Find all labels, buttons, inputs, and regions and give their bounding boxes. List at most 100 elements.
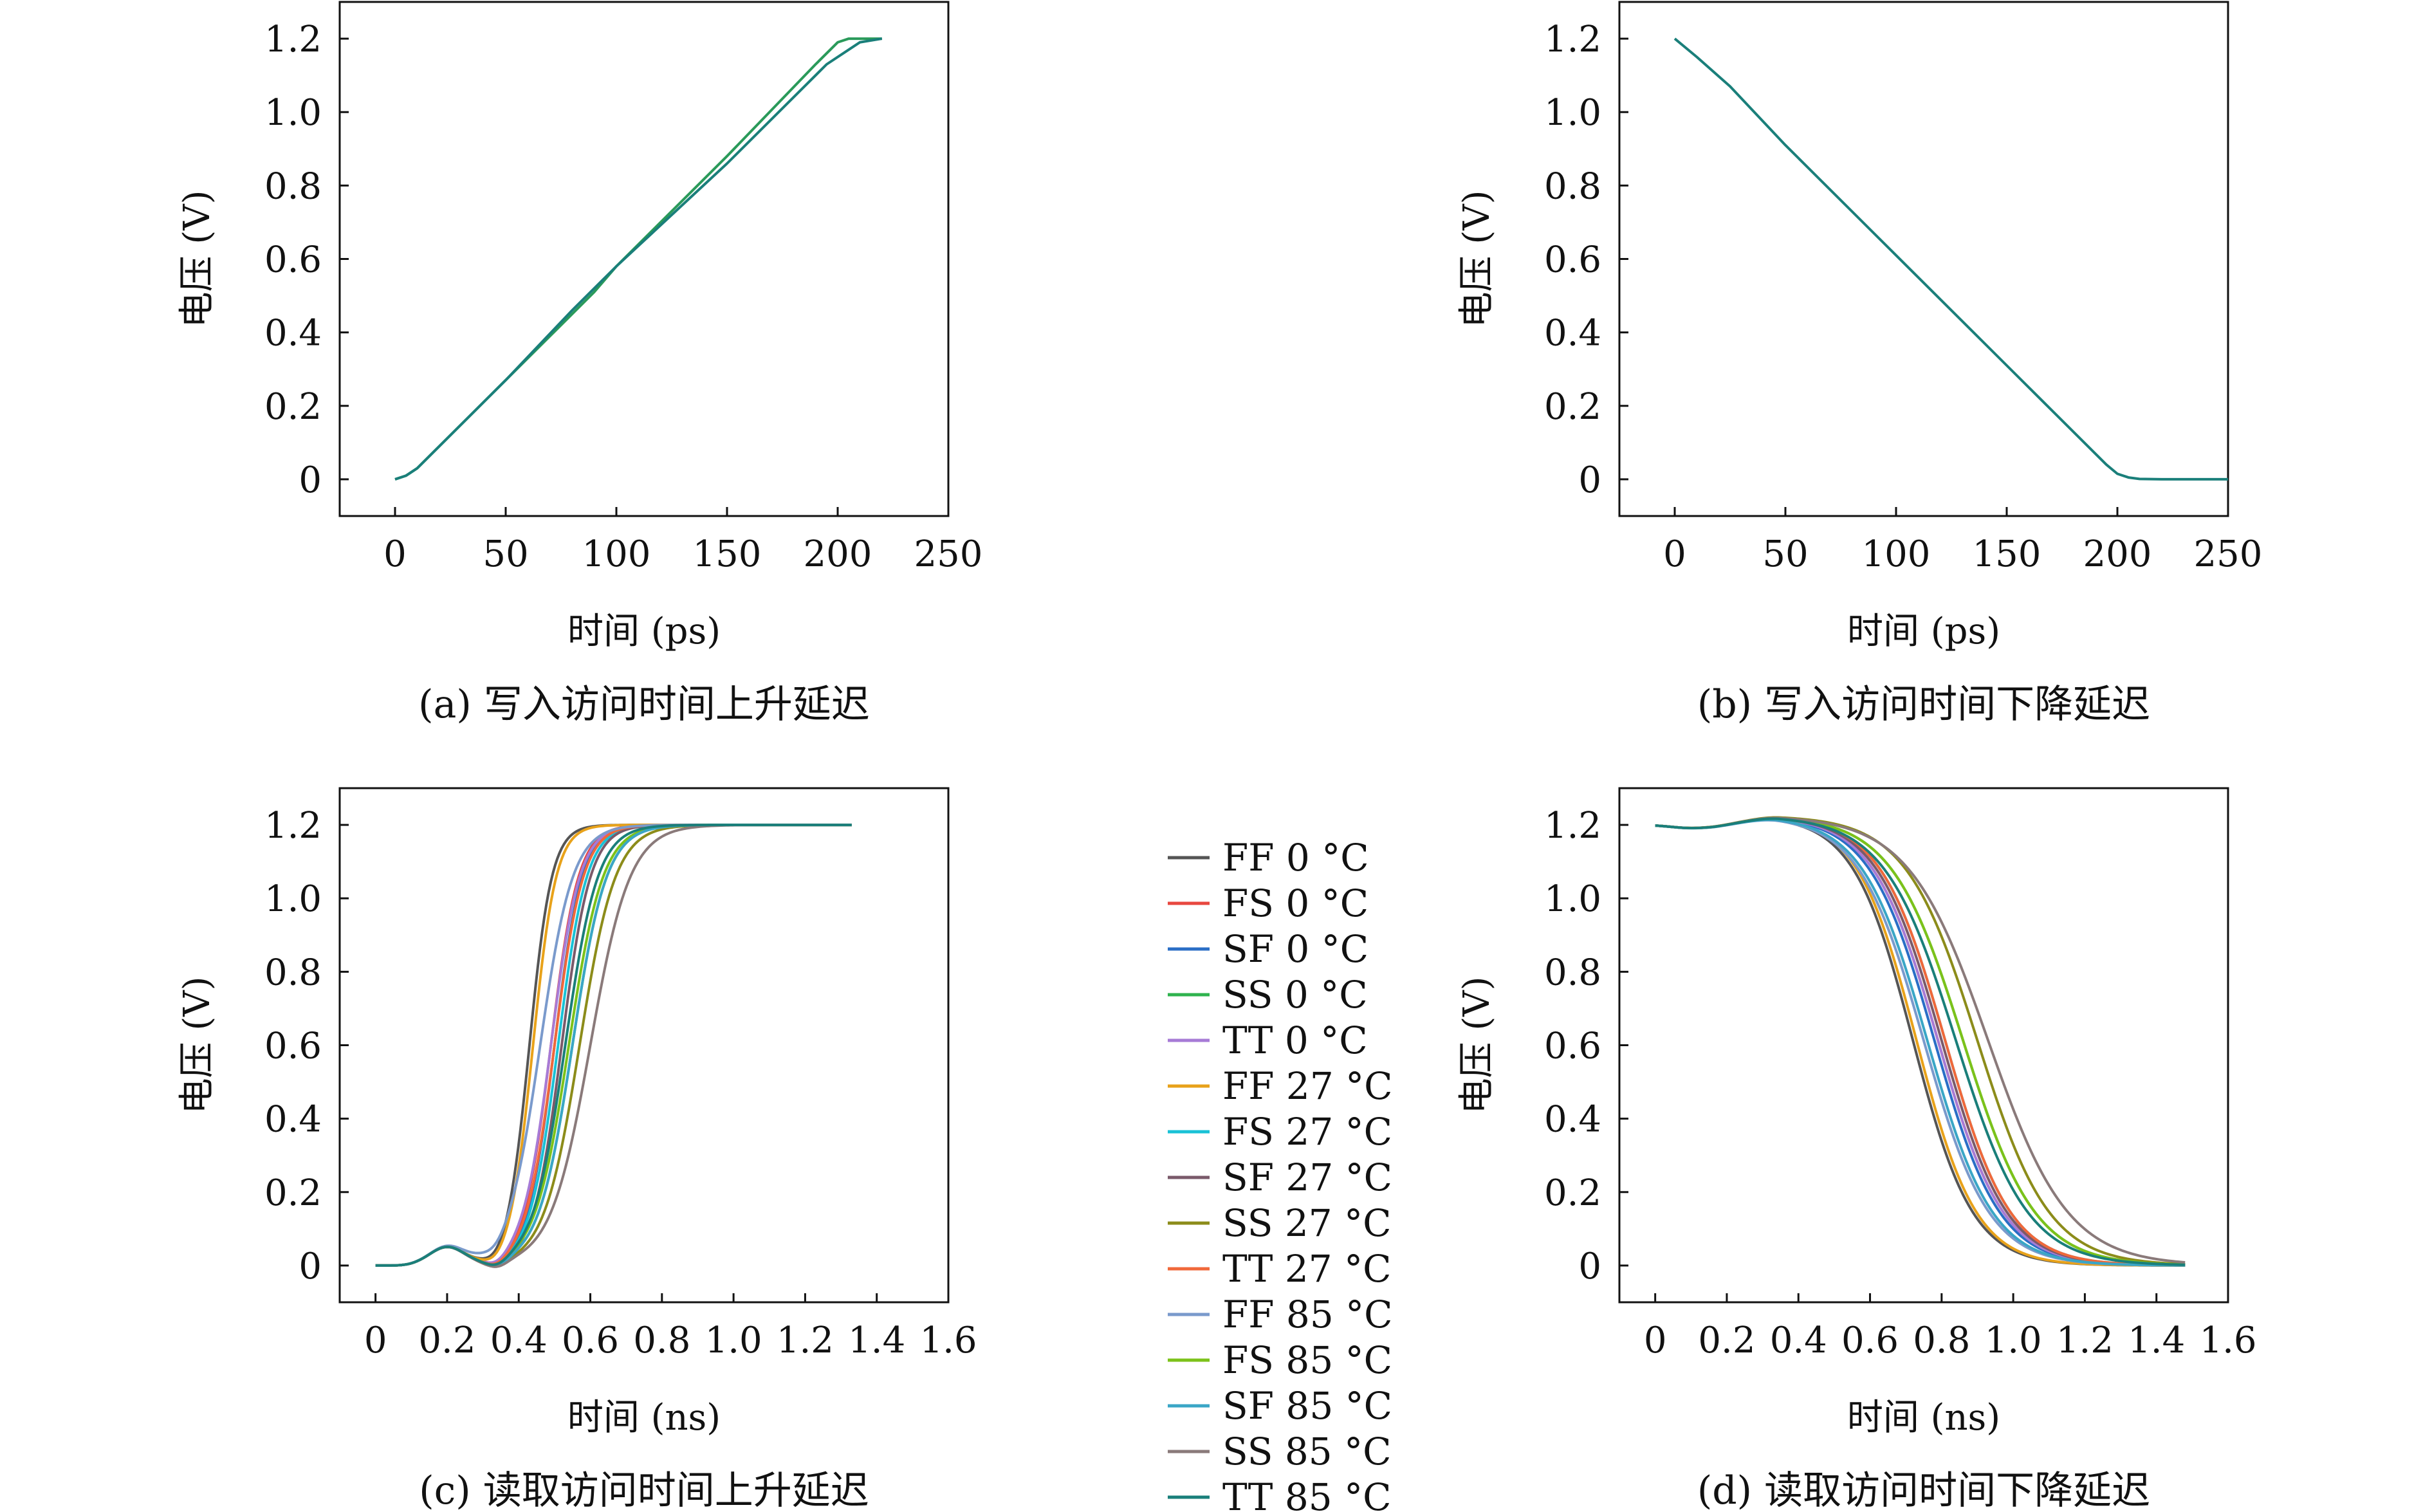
legend-label: SS 85 °C <box>1222 1430 1392 1473</box>
series-line <box>375 824 852 1267</box>
x-tick-label: 50 <box>483 533 528 575</box>
x-tick-label: 1.4 <box>848 1320 905 1361</box>
y-tick-label: 0.6 <box>1544 1026 1601 1067</box>
panel-caption: (d) 读取访问时间下降延迟 <box>1697 1468 2150 1512</box>
x-axis-label: 时间 (ps) <box>567 611 721 652</box>
x-tick-label: 0 <box>1663 533 1686 575</box>
panel-caption: (b) 写入访问时间下降延迟 <box>1697 682 2150 727</box>
x-tick-label: 250 <box>2194 533 2263 575</box>
x-tick-label: 0.8 <box>633 1320 690 1361</box>
x-tick-label: 200 <box>804 533 872 575</box>
y-tick-label: 0 <box>1578 459 1601 501</box>
x-tick-label: 1.6 <box>919 1320 977 1361</box>
x-tick-label: 250 <box>914 533 983 575</box>
legend-label: FS 0 °C <box>1222 881 1368 925</box>
panel-caption: (c) 读取访问时间上升延迟 <box>419 1468 869 1512</box>
x-tick-label: 0.4 <box>490 1320 548 1361</box>
x-axis-label: 时间 (ns) <box>567 1397 721 1439</box>
y-tick-label: 0.8 <box>264 952 322 993</box>
series-line <box>375 824 852 1267</box>
y-axis-label: 电压 (V) <box>176 977 218 1114</box>
panel-d: 0 0.2 0.4 0.6 0.8 1.0 1.2 1.4 1.6 0 0.2 0.4 0.6 0.8 1.… <box>1456 787 2257 1512</box>
series-line <box>375 824 852 1268</box>
y-tick-label: 0.2 <box>264 1172 322 1214</box>
x-tick-label: 0.6 <box>562 1320 619 1361</box>
series-line <box>375 824 852 1267</box>
series-line <box>394 37 883 481</box>
panel-caption: (a) 写入访问时间上升延迟 <box>418 682 870 727</box>
legend-label: FF 27 °C <box>1222 1064 1393 1108</box>
series-line <box>375 824 852 1267</box>
legend-label: TT 27 °C <box>1222 1247 1392 1291</box>
y-axis-label: 电压 (V) <box>1456 190 1498 328</box>
x-tick-label: 0 <box>383 533 407 575</box>
x-tick-label: 1.4 <box>2128 1320 2185 1361</box>
legend-label: FF 0 °C <box>1222 836 1369 880</box>
legend-label: TT 0 °C <box>1222 1019 1368 1062</box>
legend-label: SS 0 °C <box>1222 973 1368 1017</box>
series-line <box>375 824 852 1268</box>
y-tick-label: 0.2 <box>264 386 322 428</box>
plot-frame <box>338 787 950 1304</box>
y-tick-label: 0 <box>1578 1246 1601 1287</box>
x-tick-label: 0.2 <box>418 1320 475 1361</box>
panel-b: 0 50 100 150 200 250 0 0.2 0.4 0.6 0.8 1.0 1.2 时间 (ps… <box>1456 1 2263 727</box>
series-line <box>1673 37 2228 481</box>
y-tick-label: 0.2 <box>1544 1172 1601 1214</box>
series-line <box>1655 817 2186 1266</box>
y-tick-label: 1.2 <box>264 19 322 60</box>
legend-label: FS 85 °C <box>1222 1338 1392 1382</box>
series-line <box>375 824 852 1267</box>
x-tick-label: 100 <box>1862 533 1931 575</box>
panel-a: 0 50 100 150 200 250 0 0.2 0.4 0.6 0.8 1.0 1.2 时间 (ps… <box>176 1 983 727</box>
y-tick-label: 0.8 <box>264 165 322 207</box>
legend-label: FS 27 °C <box>1222 1110 1392 1154</box>
x-axis-label: 时间 (ns) <box>1847 1397 2000 1439</box>
x-tick-label: 1.0 <box>705 1320 762 1361</box>
y-tick-label: 1.0 <box>264 878 322 920</box>
y-tick-label: 0.4 <box>1544 313 1601 355</box>
legend-label: FF 85 °C <box>1222 1293 1393 1336</box>
y-tick-label: 0 <box>299 1246 322 1287</box>
series-line <box>1655 816 2186 1264</box>
y-tick-label: 0.6 <box>264 1026 322 1067</box>
x-tick-label: 50 <box>1762 533 1808 575</box>
y-tick-label: 1.2 <box>1544 805 1601 847</box>
panel-c: 0 0.2 0.4 0.6 0.8 1.0 1.2 1.4 1.6 0 0.2 0.4 0.6 0.8 1.… <box>176 787 977 1512</box>
x-tick-label: 0.8 <box>1913 1320 1970 1361</box>
series-line <box>375 824 852 1267</box>
legend-label: TT 85 °C <box>1222 1475 1392 1512</box>
x-tick-label: 1.2 <box>2056 1320 2114 1361</box>
x-tick-label: 0.4 <box>1770 1320 1827 1361</box>
y-tick-label: 1.0 <box>264 92 322 134</box>
legend: FF 0 °CFS 0 °CSF 0 °CSS 0 °CTT 0 °CFF 27… <box>1168 836 1393 1512</box>
x-tick-label: 100 <box>582 533 651 575</box>
y-tick-label: 1.0 <box>1544 878 1601 920</box>
x-tick-label: 0.2 <box>1698 1320 1755 1361</box>
series-line <box>375 824 852 1267</box>
x-tick-label: 1.6 <box>2199 1320 2256 1361</box>
plot-frame <box>338 1 950 517</box>
y-tick-label: 1.2 <box>264 805 322 847</box>
series-line <box>375 824 852 1267</box>
y-tick-label: 0.8 <box>1544 165 1601 207</box>
x-tick-label: 0.6 <box>1841 1320 1899 1361</box>
series-line <box>375 824 852 1268</box>
y-tick-label: 0 <box>299 459 322 501</box>
legend-label: SF 85 °C <box>1222 1384 1392 1428</box>
legend-label: SF 27 °C <box>1222 1156 1392 1199</box>
series-line <box>375 824 852 1267</box>
series-line <box>375 824 852 1268</box>
y-tick-label: 0.6 <box>1544 239 1601 281</box>
y-tick-label: 1.0 <box>1544 92 1601 134</box>
x-tick-label: 0 <box>1644 1320 1667 1361</box>
x-tick-label: 200 <box>2083 533 2152 575</box>
y-tick-label: 0.2 <box>1544 386 1601 428</box>
legend-label: SF 0 °C <box>1222 927 1368 971</box>
series-line <box>1655 818 2186 1267</box>
y-tick-label: 0.6 <box>264 239 322 281</box>
series-line <box>375 824 852 1267</box>
x-tick-label: 1.0 <box>1985 1320 2042 1361</box>
legend-label: SS 27 °C <box>1222 1201 1392 1245</box>
y-tick-label: 0.4 <box>264 1099 322 1141</box>
